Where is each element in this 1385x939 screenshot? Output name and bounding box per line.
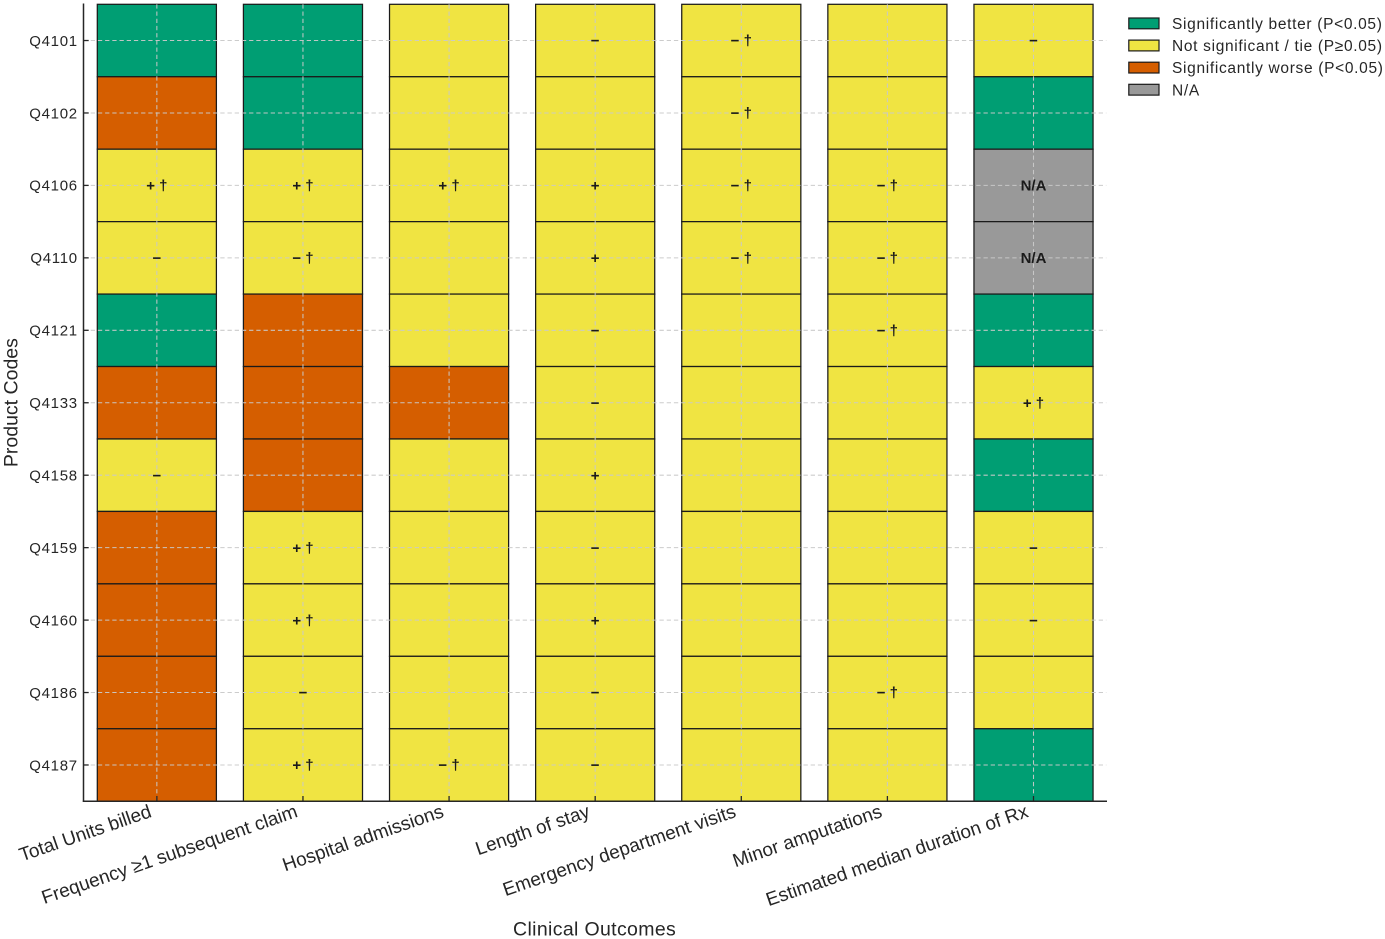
- svg-text:Q4160: Q4160: [29, 612, 78, 629]
- svg-text:+ †: + †: [292, 540, 313, 557]
- svg-text:− †: − †: [877, 250, 898, 267]
- svg-text:Significantly better (P<0.05): Significantly better (P<0.05): [1172, 16, 1383, 33]
- svg-text:−: −: [591, 757, 600, 774]
- svg-text:+: +: [591, 178, 600, 195]
- svg-text:+: +: [591, 612, 600, 629]
- svg-text:Q4159: Q4159: [29, 540, 78, 557]
- svg-text:+ †: + †: [292, 612, 313, 629]
- svg-text:− †: − †: [877, 178, 898, 195]
- svg-text:Q4186: Q4186: [29, 685, 78, 702]
- svg-text:+ †: + †: [1023, 395, 1044, 412]
- svg-text:−: −: [1029, 33, 1038, 50]
- svg-text:+ †: + †: [438, 178, 459, 195]
- svg-text:−: −: [299, 685, 308, 702]
- svg-text:− †: − †: [877, 685, 898, 702]
- svg-text:− †: − †: [731, 33, 752, 50]
- svg-text:− †: − †: [731, 105, 752, 122]
- svg-text:Product Codes: Product Codes: [1, 338, 23, 467]
- svg-text:−: −: [591, 540, 600, 557]
- svg-text:N/A: N/A: [1172, 82, 1200, 99]
- svg-text:−: −: [152, 467, 161, 484]
- svg-text:−: −: [1029, 540, 1038, 557]
- svg-text:Q4133: Q4133: [29, 395, 78, 412]
- svg-text:−: −: [591, 395, 600, 412]
- svg-text:−: −: [591, 323, 600, 340]
- svg-text:− †: − †: [877, 323, 898, 340]
- svg-text:+: +: [591, 467, 600, 484]
- svg-text:Not significant / tie (P≥0.05): Not significant / tie (P≥0.05): [1172, 38, 1383, 55]
- svg-text:Significantly worse (P<0.05): Significantly worse (P<0.05): [1172, 60, 1384, 77]
- svg-text:Clinical Outcomes: Clinical Outcomes: [513, 919, 676, 939]
- svg-text:Q4187: Q4187: [29, 757, 78, 774]
- svg-text:− †: − †: [292, 250, 313, 267]
- svg-text:N/A: N/A: [1021, 178, 1047, 195]
- svg-text:Q4106: Q4106: [29, 178, 78, 195]
- svg-text:− †: − †: [731, 250, 752, 267]
- svg-text:N/A: N/A: [1021, 250, 1047, 267]
- svg-text:Q4101: Q4101: [29, 33, 78, 50]
- svg-text:−: −: [591, 33, 600, 50]
- svg-text:+ †: + †: [292, 757, 313, 774]
- svg-text:−: −: [1029, 612, 1038, 629]
- svg-text:+ †: + †: [292, 178, 313, 195]
- svg-text:Q4158: Q4158: [29, 468, 78, 485]
- svg-text:− †: − †: [438, 757, 459, 774]
- svg-text:+ †: + †: [146, 178, 167, 195]
- svg-text:−: −: [152, 250, 161, 267]
- svg-text:Q4110: Q4110: [30, 250, 77, 267]
- svg-text:Q4102: Q4102: [29, 105, 78, 122]
- svg-text:+: +: [591, 250, 600, 267]
- svg-text:−: −: [591, 685, 600, 702]
- svg-text:Q4121: Q4121: [29, 323, 78, 340]
- svg-text:− †: − †: [731, 178, 752, 195]
